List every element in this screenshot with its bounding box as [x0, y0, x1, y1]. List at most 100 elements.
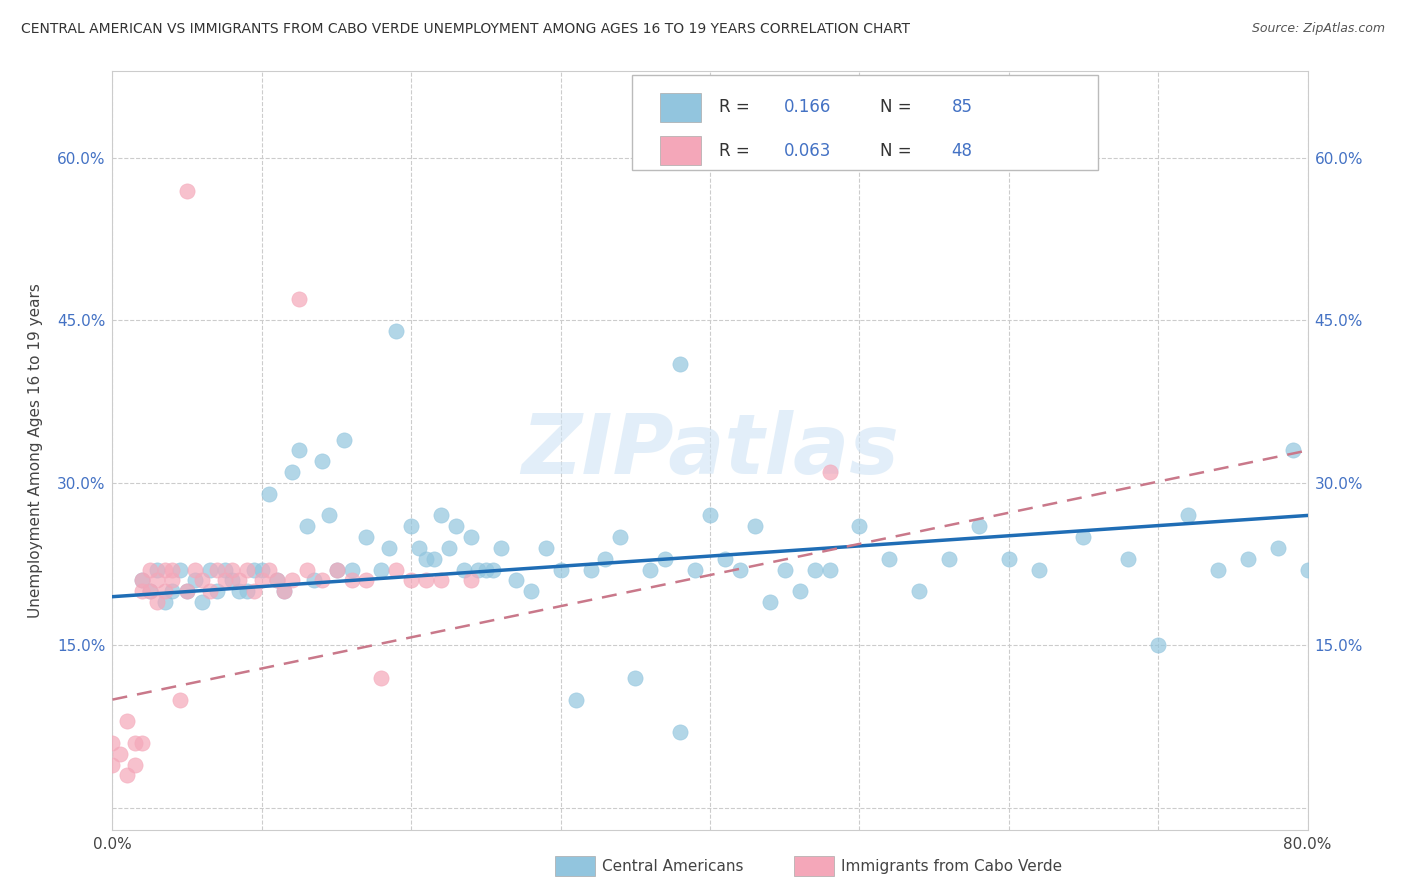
- Point: [205, 563, 228, 577]
- Point: [1028, 563, 1050, 577]
- Point: [460, 530, 482, 544]
- Point: [139, 584, 162, 599]
- Point: [759, 595, 782, 609]
- Point: [153, 595, 176, 609]
- Point: [281, 574, 304, 588]
- Point: [564, 692, 586, 706]
- Point: [259, 563, 281, 577]
- Point: [221, 563, 243, 577]
- Y-axis label: Unemployment Among Ages 16 to 19 years: Unemployment Among Ages 16 to 19 years: [28, 283, 44, 618]
- Point: [370, 563, 392, 577]
- Point: [176, 184, 198, 198]
- Point: [422, 551, 444, 566]
- Point: [311, 574, 333, 588]
- Point: [273, 584, 295, 599]
- Text: 0.166: 0.166: [785, 98, 832, 116]
- Point: [333, 433, 356, 447]
- Point: [221, 574, 243, 588]
- Point: [250, 574, 273, 588]
- Point: [818, 465, 841, 479]
- Point: [295, 519, 318, 533]
- Point: [967, 519, 990, 533]
- Point: [266, 574, 288, 588]
- Point: [595, 551, 617, 566]
- Point: [879, 551, 901, 566]
- Point: [1118, 551, 1140, 566]
- Point: [378, 541, 401, 555]
- Text: R =: R =: [718, 142, 755, 160]
- Point: [117, 714, 139, 729]
- Point: [162, 574, 183, 588]
- Point: [131, 584, 153, 599]
- Point: [998, 551, 1021, 566]
- Point: [295, 563, 318, 577]
- Point: [437, 541, 460, 555]
- Point: [467, 563, 489, 577]
- Point: [385, 324, 408, 338]
- Point: [214, 563, 236, 577]
- Point: [401, 519, 423, 533]
- Point: [699, 508, 721, 523]
- Point: [505, 574, 527, 588]
- Point: [609, 530, 631, 544]
- Point: [640, 563, 662, 577]
- Point: [131, 574, 153, 588]
- Point: [146, 574, 169, 588]
- Point: [191, 595, 214, 609]
- Point: [205, 584, 228, 599]
- Point: [214, 574, 236, 588]
- FancyBboxPatch shape: [633, 75, 1098, 170]
- Point: [683, 563, 706, 577]
- FancyBboxPatch shape: [659, 93, 700, 121]
- Point: [250, 563, 273, 577]
- Point: [415, 574, 437, 588]
- Point: [176, 584, 198, 599]
- Point: [453, 563, 475, 577]
- Point: [146, 563, 169, 577]
- Point: [1206, 563, 1229, 577]
- Point: [273, 584, 295, 599]
- Point: [183, 574, 205, 588]
- Point: [728, 563, 751, 577]
- Text: R =: R =: [718, 98, 755, 116]
- FancyBboxPatch shape: [659, 136, 700, 165]
- Point: [579, 563, 602, 577]
- Point: [1267, 541, 1289, 555]
- Point: [340, 563, 363, 577]
- Point: [401, 574, 423, 588]
- Text: 48: 48: [952, 142, 973, 160]
- Point: [236, 563, 259, 577]
- Point: [789, 584, 811, 599]
- Point: [281, 465, 304, 479]
- Point: [117, 768, 139, 782]
- Point: [325, 563, 347, 577]
- Point: [228, 574, 250, 588]
- Point: [408, 541, 430, 555]
- Point: [318, 508, 340, 523]
- Point: [534, 541, 557, 555]
- Text: Source: ZipAtlas.com: Source: ZipAtlas.com: [1251, 22, 1385, 36]
- Point: [669, 357, 692, 371]
- Point: [444, 519, 467, 533]
- Point: [139, 584, 162, 599]
- Point: [356, 574, 378, 588]
- Point: [550, 563, 572, 577]
- Point: [259, 487, 281, 501]
- Point: [654, 551, 676, 566]
- Point: [101, 736, 124, 750]
- Point: [1177, 508, 1199, 523]
- Point: [669, 725, 692, 739]
- Text: Central Americans: Central Americans: [602, 859, 744, 873]
- Text: 85: 85: [952, 98, 973, 116]
- Point: [624, 671, 647, 685]
- Point: [236, 584, 259, 599]
- Point: [744, 519, 766, 533]
- Point: [908, 584, 931, 599]
- Point: [460, 574, 482, 588]
- Point: [124, 757, 146, 772]
- Point: [191, 574, 214, 588]
- Point: [124, 736, 146, 750]
- Point: [243, 563, 266, 577]
- Text: N =: N =: [880, 98, 917, 116]
- Point: [430, 574, 453, 588]
